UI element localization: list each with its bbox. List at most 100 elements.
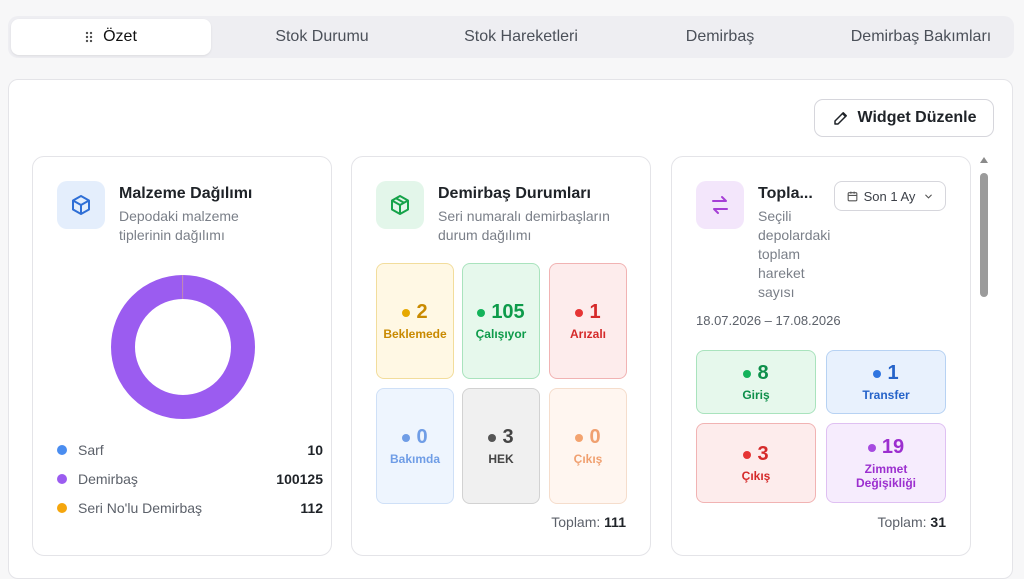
stat-label: Transfer <box>862 388 909 402</box>
drag-handle-icon[interactable] <box>85 31 94 43</box>
tab-bar: Özet Stok Durumu Stok Hareketleri Demirb… <box>8 16 1014 58</box>
status-dot <box>743 369 752 378</box>
stat-label: Çıkış <box>573 452 603 466</box>
scrollbar[interactable] <box>979 157 989 307</box>
tab-stok-durumu[interactable]: Stok Durumu <box>211 19 433 55</box>
card-title: Malzeme Dağılımı <box>119 185 253 202</box>
tab-demirbas[interactable]: Demirbaş <box>609 19 831 55</box>
stat-label-line: Giriş <box>742 388 770 402</box>
subtitle-line: hareket <box>758 265 805 281</box>
movement-stat-tile[interactable]: 3 Çıkış <box>696 423 816 503</box>
legend-dot <box>57 474 67 484</box>
stat-value: 105 <box>477 301 525 324</box>
subtitle-line: tiplerinin dağılımı <box>119 227 225 243</box>
stat-value: 19 <box>867 436 905 459</box>
stat-value: 0 <box>575 426 601 449</box>
tab-stok-hareketleri[interactable]: Stok Hareketleri <box>433 19 609 55</box>
stat-number: 0 <box>589 426 601 448</box>
tab-ozet[interactable]: Özet <box>11 19 211 55</box>
asset-stat-tile[interactable]: 3 HEK <box>462 388 540 504</box>
stat-value: 3 <box>743 443 769 466</box>
stat-value: 0 <box>402 426 428 449</box>
stat-number: 1 <box>589 301 601 323</box>
scrollbar-thumb[interactable] <box>980 173 988 297</box>
status-dot <box>873 369 882 378</box>
stat-label: HEK <box>488 452 514 466</box>
legend-dot <box>57 503 67 513</box>
tab-label: Demirbaş Bakımları <box>850 28 992 45</box>
box-icon <box>57 181 105 229</box>
legend-dot <box>57 445 67 455</box>
material-donut-chart <box>111 275 255 419</box>
subtitle-line: durum dağılımı <box>438 227 532 243</box>
total-label: Toplam: <box>877 514 927 530</box>
legend-label: Sarf <box>78 442 104 458</box>
total-value: 111 <box>604 514 626 530</box>
total-label: Toplam: <box>551 514 601 530</box>
stat-label: Arızalı <box>569 327 606 341</box>
movement-stat-tile[interactable]: 19 Zimmet Değişikliği <box>826 423 946 503</box>
legend-item-sarf: Sarf 10 <box>57 442 323 458</box>
scroll-up-icon[interactable] <box>980 157 988 163</box>
asset-total: Toplam: 111 <box>551 514 626 530</box>
status-dot <box>743 450 752 459</box>
stat-label-line: Değişikliği <box>855 476 917 490</box>
asset-status-card: Demirbaş Durumları Seri numaralı demirba… <box>351 156 651 556</box>
status-dot <box>488 433 497 442</box>
asset-stat-tile[interactable]: 105 Çalışıyor <box>462 263 540 379</box>
asset-stat-tile[interactable]: 1 Arızalı <box>549 263 627 379</box>
total-value: 31 <box>930 514 946 530</box>
legend-item-demirbas: Demirbaş 100125 <box>57 471 323 487</box>
arrows-swap-icon <box>696 181 744 229</box>
stat-value: 2 <box>402 301 428 324</box>
material-distribution-card: Malzeme Dağılımı Depodaki malzeme tipler… <box>32 156 332 556</box>
stat-number: 105 <box>491 301 525 323</box>
stat-label: Beklemede <box>383 327 447 341</box>
tab-demirbas-bakimlari[interactable]: Demirbaş Bakımları <box>831 19 1011 55</box>
asset-stat-tile[interactable]: 0 Çıkış <box>549 388 627 504</box>
stat-value: 1 <box>873 362 899 385</box>
stat-label-line: Zimmet <box>864 462 908 476</box>
stat-value: 3 <box>488 426 514 449</box>
package-icon <box>376 181 424 229</box>
stat-value: 8 <box>743 362 769 385</box>
asset-stat-tile[interactable]: 2 Beklemede <box>376 263 454 379</box>
movement-stat-tile[interactable]: 8 Giriş <box>696 350 816 414</box>
legend-label: Seri No'lu Demirbaş <box>78 500 203 516</box>
stat-label-line: Transfer <box>862 388 910 402</box>
card-subtitle: Seçili depolardaki toplam hareket sayısı <box>758 207 830 302</box>
card-title: Topla... <box>758 185 813 202</box>
stat-number: 0 <box>416 426 428 448</box>
donut-slice-1[interactable] <box>111 275 255 419</box>
legend-value: 112 <box>300 500 323 516</box>
status-dot <box>402 433 411 442</box>
movement-total-card: Topla... Son 1 Ay Seçili depolardaki top… <box>671 156 971 556</box>
stat-number: 1 <box>887 362 899 384</box>
status-dot <box>867 443 876 452</box>
stat-number: 8 <box>757 362 769 384</box>
stat-number: 19 <box>881 436 905 458</box>
status-dot <box>477 308 486 317</box>
stat-label-line: Çıkış <box>741 469 771 483</box>
pencil-icon <box>833 112 847 125</box>
stat-value: 1 <box>575 301 601 324</box>
subtitle-line: sayısı <box>758 284 795 300</box>
period-select[interactable]: Son 1 Ay <box>834 181 946 211</box>
stat-label: Bakımda <box>389 452 441 466</box>
card-title: Demirbaş Durumları <box>438 185 591 202</box>
subtitle-line: Depodaki malzeme <box>119 208 239 224</box>
chevron-down-icon <box>925 194 933 199</box>
legend-item-seri-no: Seri No'lu Demirbaş 112 <box>57 500 323 516</box>
subtitle-line: Seri numaralı demirbaşların <box>438 208 610 224</box>
card-subtitle: Seri numaralı demirbaşların durum dağılı… <box>438 207 610 245</box>
tab-label: Özet <box>103 28 137 45</box>
asset-stat-tile[interactable]: 0 Bakımda <box>376 388 454 504</box>
subtitle-line: Seçili <box>758 208 792 224</box>
status-dot <box>575 433 584 442</box>
subtitle-line: depolardaki <box>758 227 831 243</box>
tab-label: Stok Durumu <box>275 28 369 45</box>
movement-stat-tile[interactable]: 1 Transfer <box>826 350 946 414</box>
movement-total: Toplam: 31 <box>878 514 947 530</box>
stat-number: 3 <box>757 443 769 465</box>
widget-edit-button[interactable]: Widget Düzenle <box>814 99 994 137</box>
